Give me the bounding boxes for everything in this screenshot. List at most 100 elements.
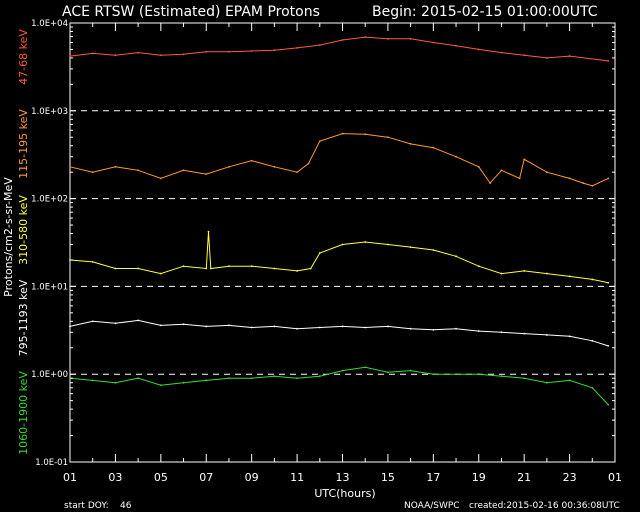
data-point [455, 44, 457, 47]
data-point [545, 334, 548, 336]
data-point [137, 267, 140, 270]
x-tick-label: 15 [381, 471, 395, 484]
data-point [137, 319, 140, 322]
series-label: 795-1193 keV [17, 279, 30, 356]
data-point [591, 184, 594, 187]
data-point [455, 327, 457, 330]
data-point [477, 48, 480, 51]
data-point [341, 369, 344, 372]
data-point [455, 255, 457, 258]
data-point [159, 272, 162, 275]
plot-border [69, 22, 616, 463]
x-tick-label: 13 [336, 471, 350, 484]
data-point [409, 327, 412, 330]
data-point [296, 270, 298, 272]
data-point [228, 50, 230, 53]
data-point [607, 281, 610, 284]
data-point [582, 182, 585, 185]
series-line [69, 231, 609, 284]
data-point [69, 165, 71, 168]
data-point [432, 328, 435, 331]
data-point [273, 49, 276, 52]
data-point [341, 243, 344, 246]
data-point [207, 230, 210, 233]
series-line [69, 366, 609, 405]
data-point [387, 371, 389, 374]
data-point [137, 377, 140, 380]
data-point [568, 177, 571, 180]
data-point [477, 165, 480, 168]
data-point [432, 41, 435, 44]
data-point [250, 50, 253, 52]
data-point [545, 272, 548, 275]
x-tick-label: 19 [472, 471, 486, 484]
data-point [137, 169, 140, 172]
source-label: NOAA/SWPC [404, 501, 460, 511]
chart-begin-time: Begin: 2015-02-15 01:00:00UTC [372, 4, 598, 20]
data-point [273, 325, 276, 328]
data-point [159, 177, 162, 180]
y-axis-title: Protons/cm2-s-sr-MeV [2, 177, 15, 297]
data-point [591, 339, 594, 342]
data-point [159, 384, 162, 387]
x-tick-label: 23 [563, 471, 577, 484]
data-point [114, 381, 117, 384]
data-point [273, 267, 276, 270]
data-point [500, 331, 503, 334]
data-point [409, 246, 412, 249]
x-tick-label: 07 [199, 471, 213, 484]
data-point [545, 171, 548, 174]
data-point [159, 54, 162, 57]
data-point [500, 375, 503, 378]
data-point [523, 270, 526, 272]
series-line [69, 319, 609, 347]
data-point [250, 159, 253, 162]
data-point [607, 177, 610, 180]
data-point [341, 132, 344, 135]
data-point [228, 165, 230, 168]
series-label: 310-580 keV [17, 195, 30, 265]
data-point [296, 377, 298, 380]
data-point [341, 39, 344, 41]
data-point [318, 375, 321, 378]
data-point [296, 47, 298, 49]
data-point [114, 267, 117, 270]
reference-lines [70, 110, 615, 375]
data-point [209, 267, 212, 270]
data-point [273, 165, 276, 168]
data-point [568, 275, 571, 278]
data-point [500, 169, 503, 172]
data-point [523, 158, 526, 161]
data-point [523, 54, 526, 57]
data-point [523, 332, 526, 335]
series-line [69, 36, 609, 62]
data-point [91, 320, 94, 323]
data-point [228, 377, 230, 380]
data-point [296, 171, 298, 174]
plot-frame [69, 22, 616, 463]
created-timestamp: created:2015-02-16 00:36:08UTC [469, 501, 620, 511]
data-point [91, 52, 94, 55]
data-point [545, 381, 548, 384]
x-tick-label: 03 [108, 471, 122, 484]
series-47-68-kev [69, 36, 610, 62]
data-point [523, 377, 526, 380]
x-axis-ticks: 01 03 05 07 09 11 13 15 17 19 21 23 01 [63, 23, 622, 484]
y-tick-label: 1.0E+00 [31, 370, 68, 380]
series-1060-1900-kev [69, 366, 610, 406]
data-point [477, 265, 480, 268]
chart-title: ACE RTSW (Estimated) EPAM Protons [62, 4, 320, 20]
data-point [387, 136, 389, 139]
series-label: 115-195 keV [17, 109, 30, 179]
data-point [568, 379, 571, 382]
x-axis-title: UTC(hours) [314, 487, 375, 500]
data-point [182, 265, 185, 268]
data-point [205, 50, 208, 53]
data-point [364, 366, 367, 369]
data-point [568, 55, 571, 57]
y-tick-label: 1.0E+04 [31, 19, 68, 29]
y-tick-label: 1.0E+01 [31, 282, 68, 292]
series-label: 1060-1900 keV [17, 371, 30, 455]
data-point [318, 140, 321, 143]
data-point [364, 326, 367, 329]
